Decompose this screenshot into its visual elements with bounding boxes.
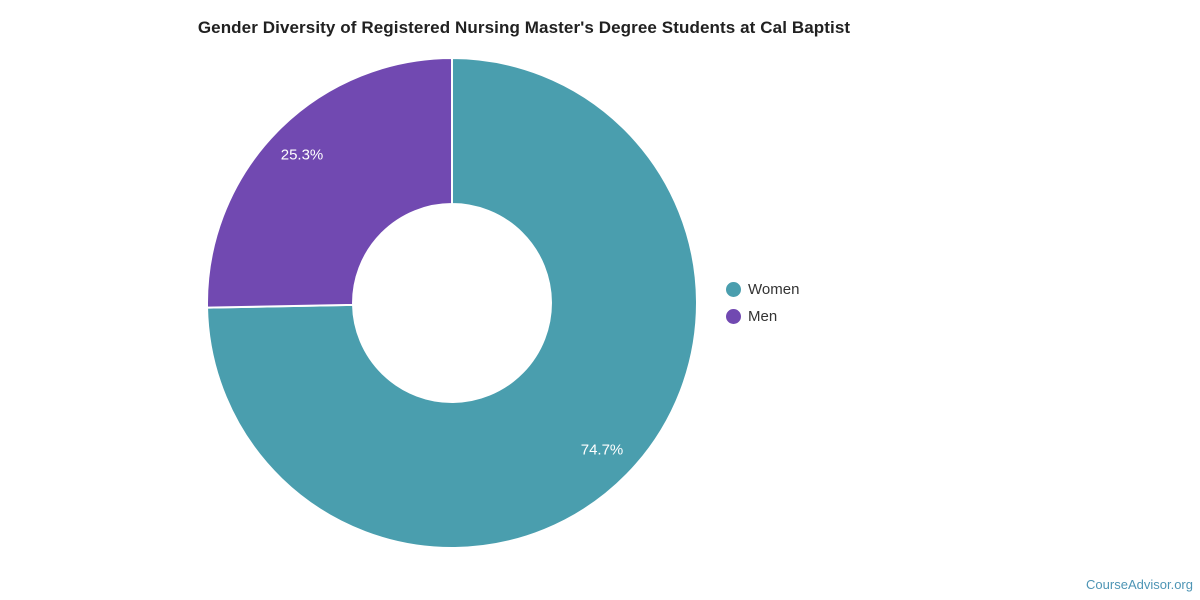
slice-label-men: 25.3% xyxy=(280,146,324,164)
slice-women xyxy=(206,57,698,549)
legend-item-women: Women xyxy=(726,276,799,303)
legend-item-men: Men xyxy=(726,303,799,330)
legend-label-men: Men xyxy=(748,308,778,325)
slice-label-women: 74.7% xyxy=(580,441,624,459)
legend: Women Men xyxy=(726,276,799,330)
watermark: CourseAdvisor.org xyxy=(1086,577,1193,592)
legend-swatch-men xyxy=(726,309,741,324)
chart-title: Gender Diversity of Registered Nursing M… xyxy=(197,18,851,37)
slice-men xyxy=(206,57,453,309)
legend-swatch-women xyxy=(726,282,741,297)
legend-label-women: Women xyxy=(748,281,800,298)
